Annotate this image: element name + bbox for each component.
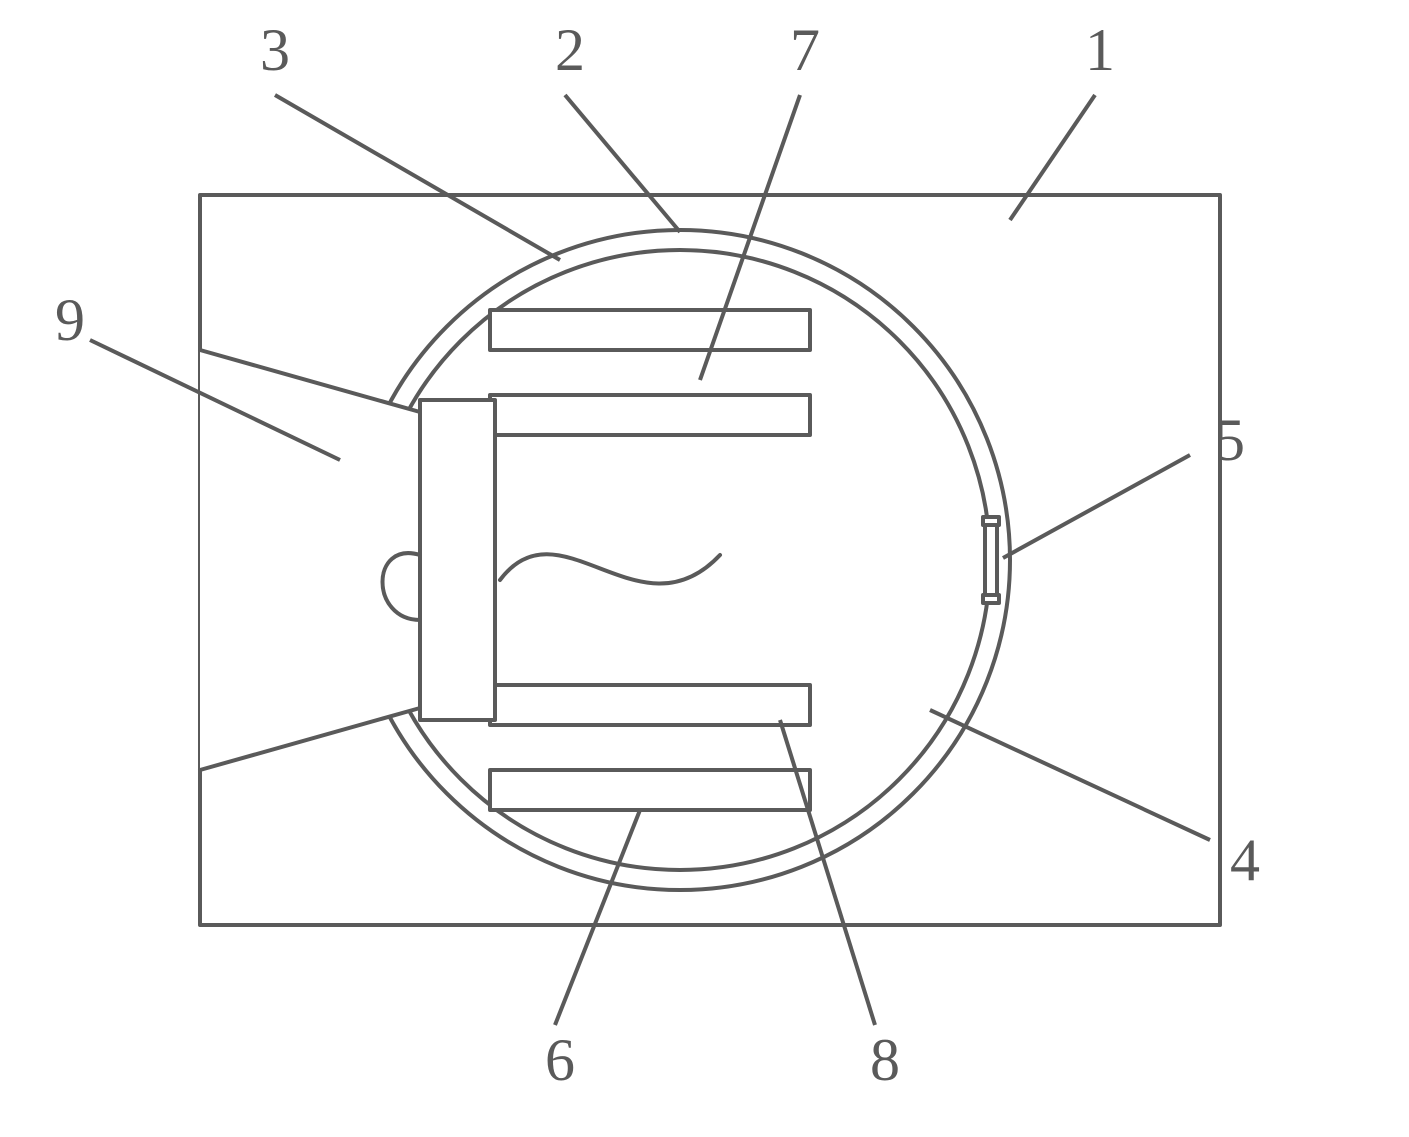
- leader-4: [930, 710, 1210, 840]
- label-8: 8: [870, 1027, 900, 1093]
- bar-bottom: [490, 770, 810, 810]
- label-4: 4: [1230, 827, 1260, 893]
- sensor-tab-bottom: [983, 595, 999, 603]
- bar-top: [490, 310, 810, 350]
- label-5: 5: [1215, 407, 1245, 473]
- sensor-body: [985, 525, 997, 595]
- leader-3: [275, 95, 560, 260]
- label-9: 9: [55, 287, 85, 353]
- leader-5: [1003, 455, 1190, 558]
- label-7: 7: [790, 17, 820, 83]
- bar-upper: [490, 395, 810, 435]
- left-cone: [200, 350, 420, 770]
- label-2: 2: [555, 17, 585, 83]
- leader-8: [780, 720, 875, 1025]
- sensor-tab-top: [983, 517, 999, 525]
- bar-lower: [490, 685, 810, 725]
- leader-6: [555, 810, 640, 1025]
- wave-line: [500, 554, 720, 583]
- vertical-block: [420, 400, 495, 720]
- label-3: 3: [260, 17, 290, 83]
- label-6: 6: [545, 1027, 575, 1093]
- label-1: 1: [1085, 17, 1115, 83]
- leader-2: [565, 95, 680, 232]
- technical-diagram: 1 2 3 4 5 6 7 8 9: [0, 0, 1409, 1137]
- leader-1: [1010, 95, 1095, 220]
